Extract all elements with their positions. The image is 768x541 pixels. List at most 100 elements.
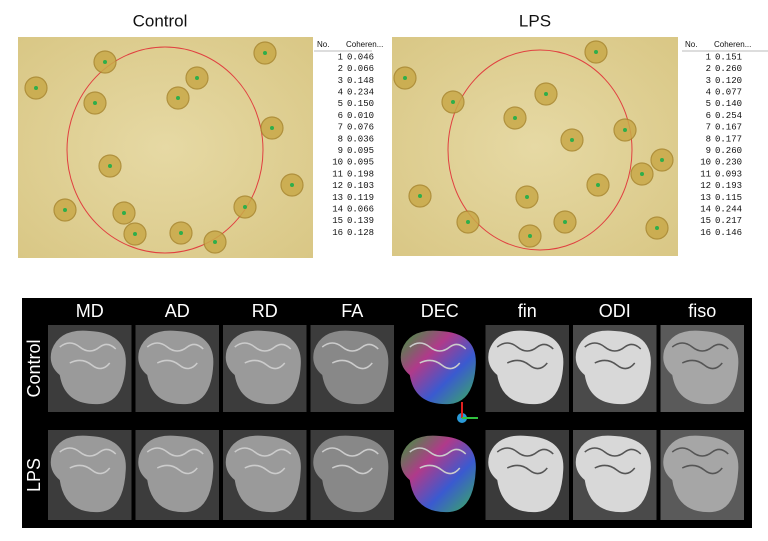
panel-title: Control xyxy=(133,11,188,30)
row-value: 0.066 xyxy=(347,64,374,74)
row-number: 2 xyxy=(706,64,711,74)
cell-center xyxy=(660,158,664,162)
cell-center xyxy=(122,211,126,215)
row-value: 0.151 xyxy=(715,52,742,62)
brain-folds xyxy=(146,447,204,475)
row-value: 0.260 xyxy=(715,64,742,74)
table-header: No. xyxy=(685,40,697,49)
row-value: 0.120 xyxy=(715,76,742,86)
row-value: 0.076 xyxy=(347,123,374,133)
brain-slice xyxy=(663,435,739,513)
table-header: Coheren... xyxy=(714,40,751,49)
row-value: 0.217 xyxy=(715,216,742,226)
row-number: 8 xyxy=(706,134,711,144)
brain-folds xyxy=(496,447,554,475)
brain-folds xyxy=(321,342,379,370)
row-number: 12 xyxy=(332,181,343,191)
row-number: 14 xyxy=(332,204,343,214)
row-label: Control xyxy=(24,339,44,397)
cell-center xyxy=(213,240,217,244)
row-value: 0.010 xyxy=(347,111,374,121)
brain-folds xyxy=(496,342,554,370)
cell-center xyxy=(176,96,180,100)
cell-center xyxy=(179,231,183,235)
cell-center xyxy=(108,164,112,168)
row-number: 4 xyxy=(338,87,343,97)
brain-slice xyxy=(225,330,301,405)
cell-center xyxy=(466,220,470,224)
row-value: 0.139 xyxy=(347,216,374,226)
column-label: ODI xyxy=(599,301,631,321)
column-label: DEC xyxy=(421,301,459,321)
row-value: 0.167 xyxy=(715,123,742,133)
cell-center xyxy=(418,194,422,198)
brain-slice xyxy=(50,435,126,513)
row-number: 12 xyxy=(700,181,711,191)
column-label: FA xyxy=(341,301,363,321)
row-number: 7 xyxy=(706,123,711,133)
brain-folds xyxy=(409,342,467,370)
cell-center xyxy=(640,172,644,176)
cell-center xyxy=(93,101,97,105)
row-number: 7 xyxy=(338,123,343,133)
row-value: 0.244 xyxy=(715,204,742,214)
cell-center xyxy=(513,116,517,120)
row-value: 0.093 xyxy=(715,169,742,179)
brain-folds xyxy=(671,447,729,475)
micrograph xyxy=(392,37,678,256)
brain-slice xyxy=(313,330,389,405)
row-number: 6 xyxy=(706,111,711,121)
row-value: 0.046 xyxy=(347,52,374,62)
cell-center xyxy=(544,92,548,96)
row-number: 8 xyxy=(338,134,343,144)
row-value: 0.230 xyxy=(715,158,742,168)
brain-folds xyxy=(234,342,292,370)
cell-center xyxy=(263,51,267,55)
cell-center xyxy=(63,208,67,212)
row-value: 0.066 xyxy=(347,204,374,214)
cell-center xyxy=(596,183,600,187)
row-value: 0.036 xyxy=(347,134,374,144)
brain-slice xyxy=(138,435,214,513)
row-number: 13 xyxy=(700,193,711,203)
brain-slice xyxy=(488,435,564,513)
row-number: 13 xyxy=(332,193,343,203)
row-number: 5 xyxy=(706,99,711,109)
brain-slice xyxy=(400,435,476,513)
table-bg xyxy=(314,37,372,237)
row-value: 0.198 xyxy=(347,169,374,179)
brain-slice xyxy=(225,435,301,513)
row-value: 0.234 xyxy=(347,87,374,97)
row-number: 15 xyxy=(700,216,711,226)
row-value: 0.119 xyxy=(347,193,374,203)
brain-slice xyxy=(50,330,126,405)
row-number: 6 xyxy=(338,111,343,121)
row-number: 2 xyxy=(338,64,343,74)
row-number: 4 xyxy=(706,87,711,97)
cell-center xyxy=(290,183,294,187)
brain-folds xyxy=(59,342,117,370)
brain-folds xyxy=(584,342,642,370)
row-value: 0.260 xyxy=(715,146,742,156)
cell-center xyxy=(403,76,407,80)
cell-center xyxy=(270,126,274,130)
row-number: 9 xyxy=(338,146,343,156)
cell-center xyxy=(623,128,627,132)
row-value: 0.077 xyxy=(715,87,742,97)
brain-slice xyxy=(663,330,739,405)
row-number: 5 xyxy=(338,99,343,109)
row-value: 0.103 xyxy=(347,181,374,191)
brain-folds xyxy=(234,447,292,475)
cell-center xyxy=(195,76,199,80)
row-number: 16 xyxy=(332,228,343,238)
brain-folds xyxy=(584,447,642,475)
table-bg xyxy=(682,37,768,237)
brain-folds xyxy=(321,447,379,475)
row-number: 11 xyxy=(332,169,343,179)
cell-center xyxy=(451,100,455,104)
row-value: 0.115 xyxy=(715,193,742,203)
cell-center xyxy=(563,220,567,224)
cell-center xyxy=(34,86,38,90)
brain-folds xyxy=(59,447,117,475)
